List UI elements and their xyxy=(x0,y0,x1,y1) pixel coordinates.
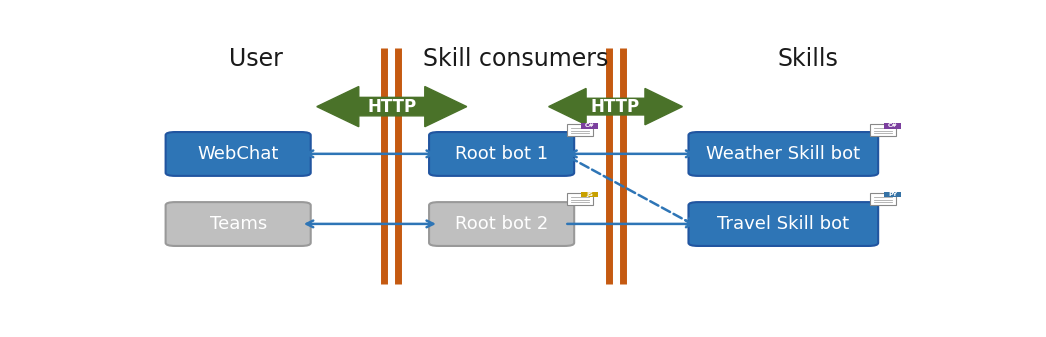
FancyBboxPatch shape xyxy=(870,124,896,136)
FancyBboxPatch shape xyxy=(567,124,593,136)
Polygon shape xyxy=(317,87,467,127)
Text: Teams: Teams xyxy=(209,215,267,233)
Text: Skill consumers: Skill consumers xyxy=(424,47,609,71)
Text: WebChat: WebChat xyxy=(198,145,279,163)
Text: C#: C# xyxy=(888,123,897,128)
Polygon shape xyxy=(549,88,682,125)
FancyBboxPatch shape xyxy=(870,193,896,205)
FancyBboxPatch shape xyxy=(688,132,879,176)
FancyBboxPatch shape xyxy=(884,192,902,197)
Text: Weather Skill bot: Weather Skill bot xyxy=(706,145,861,163)
FancyBboxPatch shape xyxy=(688,202,879,246)
FancyBboxPatch shape xyxy=(165,132,311,176)
Text: JS: JS xyxy=(586,192,593,197)
Text: Travel Skill bot: Travel Skill bot xyxy=(718,215,849,233)
Text: HTTP: HTTP xyxy=(591,98,640,116)
Text: Skills: Skills xyxy=(777,47,838,71)
FancyBboxPatch shape xyxy=(429,202,574,246)
Text: Root bot 1: Root bot 1 xyxy=(455,145,548,163)
FancyBboxPatch shape xyxy=(582,123,598,129)
FancyBboxPatch shape xyxy=(567,193,593,205)
Text: HTTP: HTTP xyxy=(367,98,416,116)
FancyBboxPatch shape xyxy=(429,132,574,176)
FancyBboxPatch shape xyxy=(884,123,902,129)
Text: C#: C# xyxy=(585,123,594,128)
Text: PY: PY xyxy=(888,192,897,197)
FancyBboxPatch shape xyxy=(582,192,598,197)
Text: Root bot 2: Root bot 2 xyxy=(455,215,548,233)
Text: User: User xyxy=(229,47,283,71)
FancyBboxPatch shape xyxy=(165,202,311,246)
